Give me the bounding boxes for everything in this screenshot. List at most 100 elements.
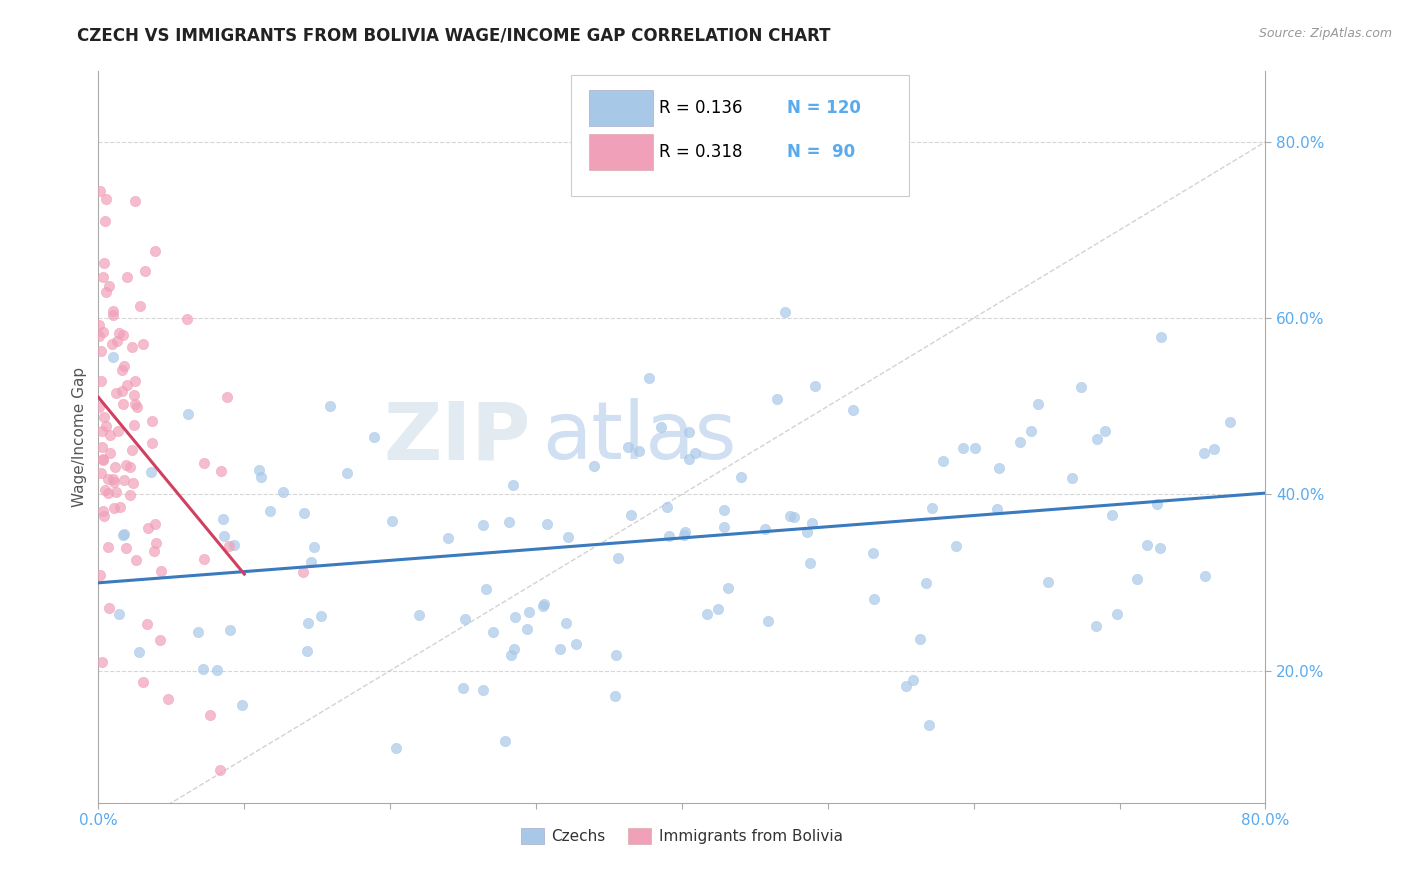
Point: [494, 733, 516, 747]
Point: [650, 420, 672, 434]
Point: [319, 400, 342, 414]
Point: [766, 392, 789, 407]
Point: [91, 270, 114, 285]
Point: [408, 608, 430, 623]
Point: [1060, 470, 1083, 484]
Point: [799, 556, 821, 570]
Text: Source: ZipAtlas.com: Source: ZipAtlas.com: [1258, 27, 1392, 40]
Point: [103, 351, 125, 365]
Point: [1149, 541, 1171, 556]
Point: [502, 477, 524, 491]
Point: [212, 528, 235, 542]
Point: [437, 531, 460, 545]
Point: [98, 600, 121, 615]
Point: [1094, 424, 1116, 438]
Point: [141, 435, 163, 450]
Point: [121, 340, 143, 354]
Point: [297, 644, 319, 658]
Point: [713, 503, 735, 517]
Point: [143, 516, 166, 531]
Point: [91, 655, 114, 669]
Point: [707, 602, 730, 616]
Point: [1126, 572, 1149, 586]
Point: [536, 517, 558, 532]
Point: [247, 462, 270, 476]
Point: [637, 371, 659, 385]
Point: [205, 663, 228, 677]
Point: [193, 457, 215, 471]
Point: [531, 599, 554, 613]
Point: [121, 475, 143, 490]
Point: [533, 597, 555, 611]
Point: [94, 285, 117, 299]
Point: [658, 529, 681, 543]
Point: [517, 605, 540, 619]
Point: [498, 515, 520, 529]
Point: [779, 508, 801, 523]
Point: [756, 615, 779, 629]
Point: [754, 522, 776, 536]
Point: [1070, 380, 1092, 394]
Point: [150, 564, 173, 578]
Point: [93, 509, 115, 524]
Point: [730, 470, 752, 484]
Point: [209, 464, 232, 478]
Point: [121, 442, 143, 457]
Point: [673, 528, 696, 542]
Point: [1194, 569, 1216, 583]
Point: [617, 440, 640, 454]
Point: [673, 525, 696, 540]
Point: [145, 536, 167, 550]
Point: [945, 539, 967, 553]
Point: [118, 460, 141, 475]
Point: [176, 312, 198, 326]
Point: [773, 305, 796, 319]
Point: [1219, 415, 1241, 429]
Point: [304, 541, 326, 555]
Point: [91, 424, 114, 438]
Point: [124, 397, 146, 411]
Point: [125, 553, 148, 567]
Point: [97, 541, 120, 555]
Point: [796, 524, 818, 539]
Point: [503, 642, 526, 657]
Point: [134, 264, 156, 278]
Point: [139, 465, 162, 479]
Text: N =  90: N = 90: [787, 143, 855, 161]
Point: [894, 679, 917, 693]
Point: [141, 414, 163, 428]
Point: [97, 486, 120, 500]
Point: [1136, 538, 1159, 552]
Point: [557, 530, 579, 544]
Point: [548, 641, 571, 656]
Point: [209, 763, 232, 777]
Point: [94, 192, 117, 206]
Point: [986, 502, 1008, 516]
Point: [149, 633, 172, 648]
Point: [103, 501, 125, 516]
Point: [111, 384, 134, 399]
Point: [115, 377, 138, 392]
Point: [1150, 329, 1173, 343]
Point: [620, 508, 643, 522]
Point: [105, 386, 128, 401]
Point: [783, 509, 806, 524]
Point: [297, 616, 319, 631]
Point: [249, 470, 271, 484]
Point: [952, 441, 974, 455]
Point: [215, 390, 238, 404]
Point: [89, 567, 111, 582]
Point: [1087, 432, 1109, 446]
Point: [311, 609, 333, 624]
Point: [713, 520, 735, 534]
Point: [91, 504, 114, 518]
Point: [472, 683, 495, 698]
FancyBboxPatch shape: [589, 90, 652, 127]
Point: [259, 504, 281, 518]
FancyBboxPatch shape: [571, 75, 910, 195]
Point: [89, 400, 111, 414]
Point: [93, 214, 115, 228]
Point: [1038, 574, 1060, 589]
Point: [98, 445, 121, 459]
Point: [627, 444, 650, 458]
